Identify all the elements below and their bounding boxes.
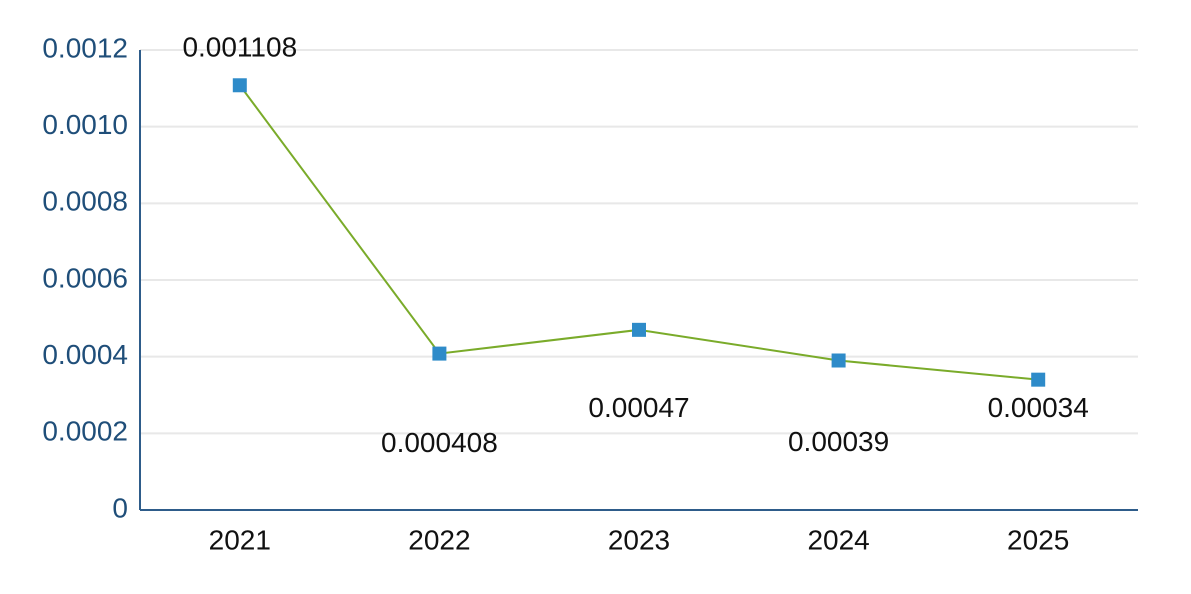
x-tick-label: 2022 [408,524,470,555]
marker [1031,372,1046,387]
marker [831,353,846,368]
y-tick-label: 0.0010 [42,109,128,140]
data-label: 0.00047 [588,392,689,423]
y-tick-label: 0.0004 [42,339,128,370]
y-tick-label: 0.0002 [42,416,128,447]
data-label: 0.000408 [381,427,498,458]
y-tick-label: 0.0012 [42,32,128,63]
data-label: 0.00039 [788,426,889,457]
y-tick-label: 0.0008 [42,186,128,217]
x-tick-label: 2025 [1007,524,1069,555]
data-label: 0.00034 [988,392,1089,423]
x-tick-label: 2024 [807,524,869,555]
x-tick-label: 2023 [608,524,670,555]
marker [232,78,247,93]
data-label: 0.001108 [182,32,297,63]
marker [432,346,447,361]
y-tick-label: 0.0006 [42,262,128,293]
y-tick-label: 0 [112,492,128,523]
marker [632,322,646,337]
x-tick-label: 2021 [209,524,271,555]
